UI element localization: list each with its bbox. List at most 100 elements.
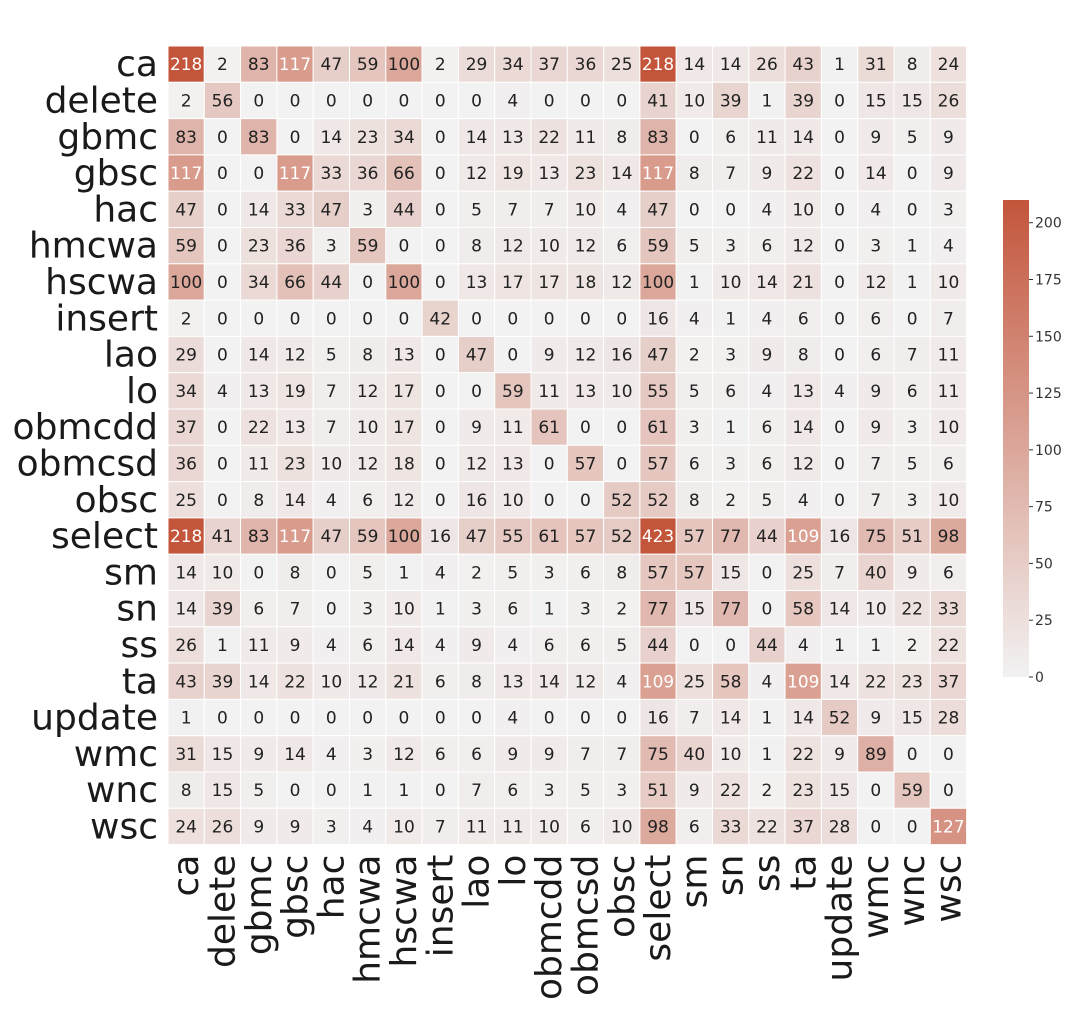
heatmap-cell (385, 735, 423, 773)
heatmap-cell (639, 517, 677, 555)
cell-value-label: 7 (870, 454, 881, 474)
heatmap-cell (748, 263, 786, 301)
column-label: lo (493, 855, 534, 887)
cell-value-label: 44 (321, 273, 343, 293)
cell-value-label: 24 (938, 55, 960, 75)
heatmap-cell (203, 735, 242, 773)
cell-value-label: 4 (507, 91, 518, 111)
cell-value-label: 6 (616, 237, 627, 257)
cell-value-label: 0 (689, 200, 700, 220)
colorbar-tick-label: 75 (1035, 500, 1053, 516)
cell-value-label: 13 (792, 382, 814, 402)
cell-value-label: 14 (829, 600, 851, 620)
heatmap-cell (748, 190, 786, 228)
heatmap-cell (421, 299, 459, 337)
heatmap-cell (929, 372, 968, 410)
cell-value-label: 0 (435, 91, 446, 111)
cell-value-label: 14 (321, 128, 343, 148)
heatmap-cell (349, 45, 387, 83)
cell-value-label: 13 (466, 273, 488, 293)
heatmap-cell (167, 81, 205, 120)
cell-value-label: 2 (762, 781, 773, 801)
cell-value-label: 11 (938, 382, 960, 402)
heatmap-cell (675, 335, 714, 374)
cell-value-label: 4 (435, 636, 446, 656)
cell-value-label: 22 (538, 128, 560, 148)
heatmap-cell (349, 299, 387, 337)
heatmap-cell (820, 372, 859, 410)
cell-value-label: 6 (870, 309, 881, 329)
cell-value-label: 100 (388, 273, 420, 293)
cell-value-label: 22 (756, 817, 778, 837)
heatmap-cell (530, 190, 568, 228)
cell-value-label: 5 (253, 781, 264, 801)
cell-value-label: 9 (762, 164, 773, 184)
cell-value-label: 37 (792, 817, 814, 837)
cell-value-label: 15 (901, 709, 923, 729)
heatmap-cell (712, 372, 750, 410)
cell-value-label: 11 (502, 418, 524, 438)
cell-value-label: 12 (393, 745, 415, 765)
heatmap-cell (857, 553, 895, 592)
cell-value-label: 14 (684, 55, 706, 75)
cell-value-label: 100 (170, 273, 202, 293)
heatmap-cell (929, 263, 968, 301)
heatmap-cell (893, 444, 931, 483)
heatmap-cell (675, 553, 714, 592)
cell-value-label: 10 (684, 91, 706, 111)
heatmap-cell (457, 626, 496, 664)
column-label: obmcdd (529, 855, 570, 1000)
cell-value-label: 0 (762, 563, 773, 583)
cell-value-label: 3 (616, 781, 627, 801)
cell-value-label: 0 (907, 817, 918, 837)
cell-value-label: 52 (611, 491, 633, 511)
colorbar-tick-label: 0 (1035, 670, 1044, 686)
cell-value-label: 5 (362, 563, 373, 583)
cell-value-label: 0 (435, 237, 446, 257)
cell-value-label: 117 (279, 55, 311, 75)
heatmap-cell (675, 408, 714, 446)
cell-value-label: 7 (689, 709, 700, 729)
heatmap-cell (929, 698, 968, 737)
heatmap-cell (712, 626, 750, 664)
cell-value-label: 15 (684, 600, 706, 620)
cell-value-label: 14 (284, 491, 306, 511)
cell-value-label: 10 (865, 600, 887, 620)
cell-value-label: 0 (362, 273, 373, 293)
cell-value-label: 23 (248, 237, 270, 257)
cell-value-label: 218 (642, 55, 674, 75)
heatmap-cell (566, 408, 605, 446)
cell-value-label: 0 (253, 91, 264, 111)
cell-value-label: 1 (217, 636, 228, 656)
cell-value-label: 11 (502, 817, 524, 837)
cell-value-label: 2 (689, 346, 700, 366)
column-label: update (820, 855, 861, 982)
cell-value-label: 77 (720, 527, 742, 547)
cell-value-label: 10 (611, 817, 633, 837)
cell-value-label: 0 (943, 745, 954, 765)
column-label: ta (783, 855, 824, 891)
heatmap-cell (167, 372, 205, 410)
cell-value-label: 44 (756, 527, 778, 547)
cell-value-label: 0 (399, 709, 410, 729)
cell-value-label: 12 (393, 491, 415, 511)
cell-value-label: 0 (290, 91, 301, 111)
cell-value-label: 0 (616, 418, 627, 438)
cell-value-label: 66 (393, 164, 415, 184)
cell-value-label: 11 (248, 636, 270, 656)
heatmap-cell (639, 735, 677, 773)
colorbar-tick-label: 200 (1035, 216, 1062, 232)
cell-value-label: 15 (865, 91, 887, 111)
cell-value-label: 12 (575, 237, 597, 257)
cell-value-label: 3 (725, 346, 736, 366)
heatmap-cell (421, 45, 459, 83)
cell-value-label: 26 (175, 636, 197, 656)
cell-value-label: 7 (943, 309, 954, 329)
cell-value-label: 0 (435, 346, 446, 366)
heatmap-cell (276, 662, 314, 700)
cell-value-label: 37 (538, 55, 560, 75)
heatmap-cell (349, 335, 387, 374)
cell-value-label: 34 (175, 382, 197, 402)
heatmap-cell (566, 45, 605, 83)
heatmap-cell (784, 154, 822, 192)
